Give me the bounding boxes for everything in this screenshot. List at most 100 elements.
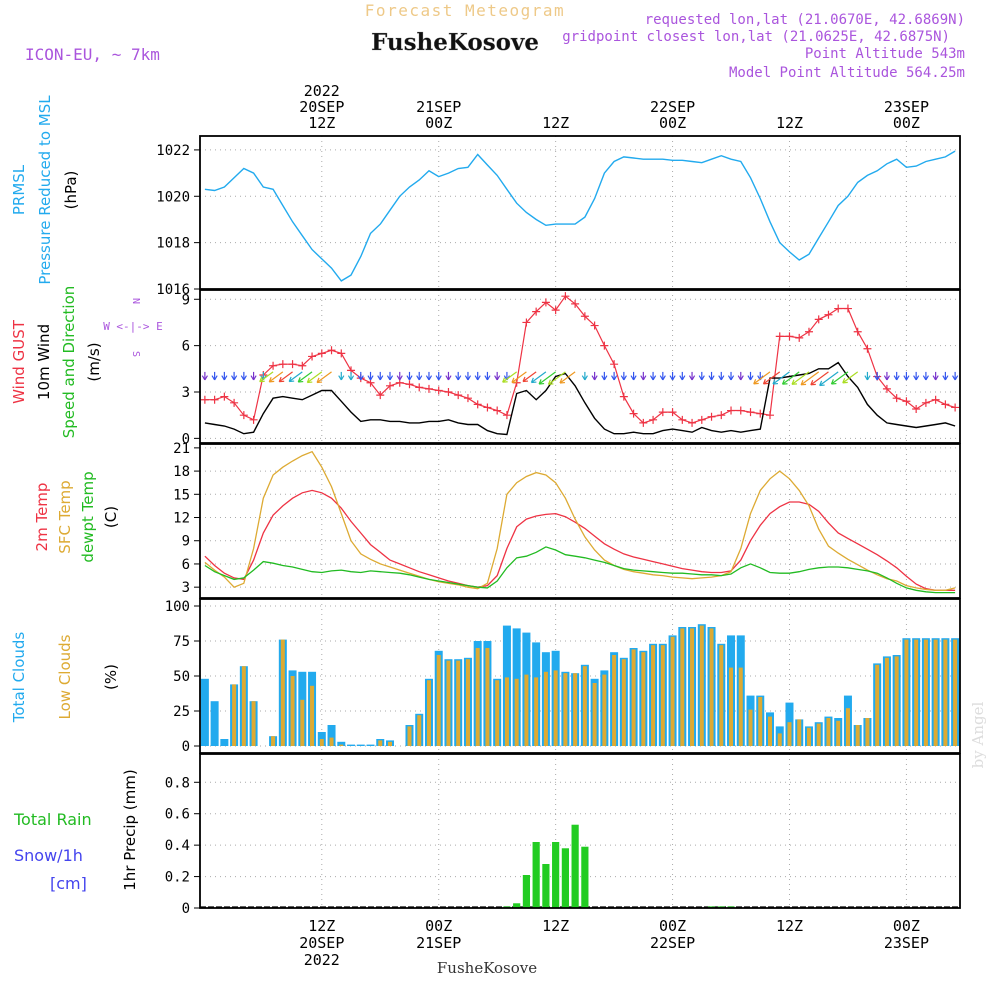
low-clouds-bar xyxy=(641,652,646,746)
gust-point xyxy=(278,360,287,369)
wind-arrow-head xyxy=(591,375,598,381)
low-clouds-bar xyxy=(329,737,334,746)
y-tick-label: 3 xyxy=(182,580,190,596)
gust-point xyxy=(785,332,794,341)
wind-arrow-head xyxy=(942,375,949,381)
time-label-bottom: 2022 xyxy=(304,951,340,969)
wind-arrow-head xyxy=(435,375,442,381)
model-point-altitude: Model Point Altitude 564.25m xyxy=(729,65,965,81)
wind-arrow-head xyxy=(772,379,779,385)
wind-arrow-head xyxy=(538,379,545,385)
wind-arrow-head xyxy=(559,378,566,384)
wind-arrow-head xyxy=(221,375,228,381)
wind-arrow-head xyxy=(240,375,247,381)
wind-direction-arrow xyxy=(288,371,303,383)
data-layer xyxy=(200,150,960,908)
low-clouds-bar xyxy=(456,660,461,746)
low-clouds-bar xyxy=(651,645,656,746)
grid-layer xyxy=(200,136,960,909)
gust-point xyxy=(746,408,755,417)
gust-point xyxy=(843,304,852,313)
y-tick-label: 0.8 xyxy=(165,775,190,791)
low-clouds-bar xyxy=(514,678,519,746)
y-tick-label: 0 xyxy=(182,739,190,755)
gust-point xyxy=(444,388,453,396)
y-tick-label: 18 xyxy=(173,464,190,480)
gust-point xyxy=(834,304,843,313)
gust-point xyxy=(600,341,609,350)
time-label-bottom: 12Z xyxy=(308,917,335,935)
y-tick-label: 9 xyxy=(182,292,190,308)
time-label-bottom: 00Z xyxy=(659,917,686,935)
wind-direction-arrow xyxy=(559,371,576,384)
gust-point xyxy=(931,395,940,404)
gust-point xyxy=(717,411,726,420)
gust-point xyxy=(220,392,229,401)
clouds-label-1: Low Clouds xyxy=(56,634,74,719)
compass-west-east-label: W <-|-> E xyxy=(103,320,163,333)
wind-arrow-head xyxy=(278,376,285,383)
wind-label-3: (m/s) xyxy=(85,342,103,381)
time-label-top: 12Z xyxy=(776,114,803,132)
gust-point xyxy=(619,392,628,401)
gust-point xyxy=(561,292,570,301)
y-tick-label: 9 xyxy=(182,534,190,550)
gust-point xyxy=(200,395,209,404)
gust-point xyxy=(249,415,258,424)
low-clouds-bar xyxy=(271,736,276,746)
precip-snow-label: Snow/1h xyxy=(14,846,83,865)
gust-point xyxy=(766,411,774,420)
low-clouds-bar xyxy=(719,645,724,746)
low-clouds-bar xyxy=(787,722,792,746)
pressure-label-0: PRMSL xyxy=(10,164,28,215)
temp-sfc-line xyxy=(204,450,956,591)
wind-arrow-head xyxy=(347,375,355,381)
wind-arrow-head xyxy=(445,375,452,381)
time-label-top: 22SEP xyxy=(650,98,695,116)
gust-point xyxy=(951,403,960,412)
temp-label-3: (C) xyxy=(102,506,120,528)
low-clouds-bar xyxy=(631,649,636,746)
wind-arrow-head xyxy=(893,375,900,381)
gust-point xyxy=(853,327,862,336)
gust-point xyxy=(230,398,239,407)
wind-arrow-head xyxy=(367,375,374,381)
wind-arrow-head xyxy=(800,379,807,386)
gust-point xyxy=(649,415,658,424)
wind-arrow-head xyxy=(386,375,394,381)
low-clouds-bar xyxy=(621,659,626,746)
gust-point xyxy=(678,415,687,424)
low-clouds-bar xyxy=(339,744,344,746)
wind-direction-arrow xyxy=(511,371,527,384)
wind-direction-arrow xyxy=(297,371,313,383)
temp-2m-line xyxy=(204,489,956,591)
wind-arrow-head xyxy=(903,375,910,381)
wind-arrow-head xyxy=(669,375,676,381)
rain-bar xyxy=(581,846,589,908)
low-clouds-bar xyxy=(612,655,617,746)
time-label-top: 12Z xyxy=(308,114,335,132)
rain-bar xyxy=(522,875,531,908)
temp-label-1: SFC Temp xyxy=(56,480,74,553)
low-clouds-bar xyxy=(290,676,295,746)
low-clouds-bar xyxy=(806,727,811,746)
wind-arrow-head xyxy=(620,375,627,381)
wind-arrow-head xyxy=(522,376,529,383)
requested-coordinates: requested lon,lat (21.0670E, 42.6869N) xyxy=(645,12,965,28)
gust-point xyxy=(707,412,716,421)
temp-label-2: dewpt Temp xyxy=(79,471,97,562)
y-tick-label: 50 xyxy=(173,669,190,685)
gust-point xyxy=(298,361,307,370)
wind-direction-arrow xyxy=(791,371,810,385)
gust-point xyxy=(541,298,550,307)
wind-direction-arrow xyxy=(548,371,566,385)
gust-point xyxy=(337,349,346,358)
y-tick-label: 75 xyxy=(173,634,190,650)
gust-point xyxy=(610,360,619,369)
wind-direction-arrow xyxy=(259,371,274,383)
low-clouds-bar xyxy=(953,639,958,746)
wind-arrow-head xyxy=(932,375,939,381)
wind-arrow-head xyxy=(416,375,423,381)
y-tick-label: 1018 xyxy=(156,236,190,252)
low-clouds-bar xyxy=(699,625,704,746)
